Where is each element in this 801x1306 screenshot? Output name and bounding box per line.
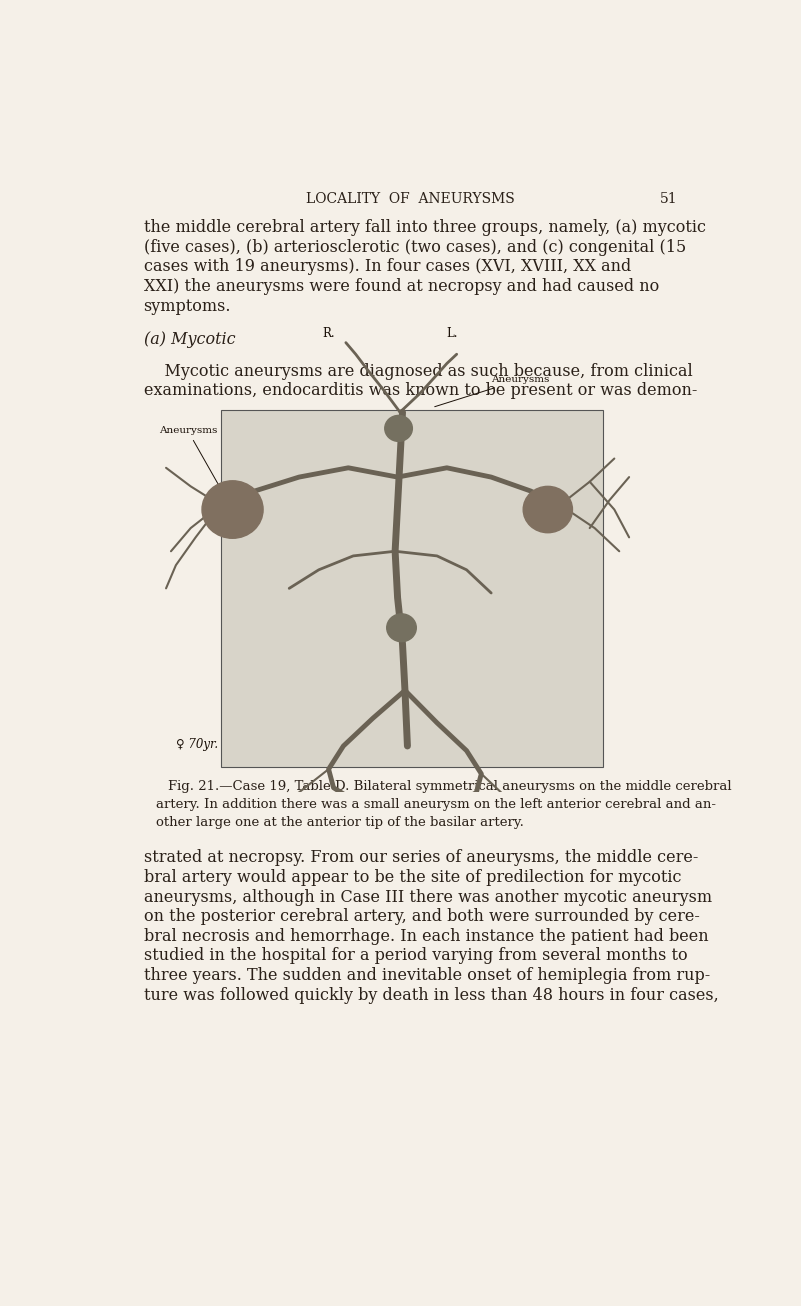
Circle shape	[384, 415, 413, 441]
Text: LOCALITY  OF  ANEURYSMS: LOCALITY OF ANEURYSMS	[306, 192, 515, 206]
Text: the middle cerebral artery fall into three groups, namely, (a) mycotic: the middle cerebral artery fall into thr…	[143, 219, 706, 236]
Text: (five cases), (b) arteriosclerotic (two cases), and (c) congenital (15: (five cases), (b) arteriosclerotic (two …	[143, 239, 686, 256]
Text: Fig. 21.—Case 19, Table D. Bilateral symmetrical aneurysms on the middle cerebra: Fig. 21.—Case 19, Table D. Bilateral sym…	[168, 780, 732, 793]
Text: ♀ 70yr.: ♀ 70yr.	[176, 738, 218, 751]
Text: (a) Mycotic: (a) Mycotic	[143, 332, 235, 349]
Text: R.: R.	[322, 328, 335, 341]
Text: studied in the hospital for a period varying from several months to: studied in the hospital for a period var…	[143, 947, 687, 964]
Circle shape	[387, 614, 417, 641]
Text: Aneurysms: Aneurysms	[159, 426, 231, 507]
Text: three years. The sudden and inevitable onset of hemiplegia from rup-: three years. The sudden and inevitable o…	[143, 966, 710, 983]
Text: ture was followed quickly by death in less than 48 hours in four cases,: ture was followed quickly by death in le…	[143, 986, 718, 1003]
Text: aneurysms, although in Case III there was another mycotic aneurysm: aneurysms, although in Case III there wa…	[143, 888, 712, 905]
Text: artery. In addition there was a small aneurysm on the left anterior cerebral and: artery. In addition there was a small an…	[156, 798, 716, 811]
Text: on the posterior cerebral artery, and both were surrounded by cere-: on the posterior cerebral artery, and bo…	[143, 908, 699, 925]
Text: cases with 19 aneurysms). In four cases (XVI, XVIII, XX and: cases with 19 aneurysms). In four cases …	[143, 259, 631, 276]
Text: bral artery would appear to be the site of predilection for mycotic: bral artery would appear to be the site …	[143, 868, 681, 885]
Text: bral necrosis and hemorrhage. In each instance the patient had been: bral necrosis and hemorrhage. In each in…	[143, 927, 708, 944]
Text: 51: 51	[660, 192, 678, 206]
Circle shape	[202, 481, 263, 538]
Circle shape	[523, 486, 573, 533]
FancyBboxPatch shape	[221, 410, 603, 767]
Text: Aneurysms: Aneurysms	[435, 375, 549, 406]
Text: L.: L.	[446, 328, 457, 341]
Text: other large one at the anterior tip of the basilar artery.: other large one at the anterior tip of t…	[156, 816, 524, 829]
Text: XXI) the aneurysms were found at necropsy and had caused no: XXI) the aneurysms were found at necrops…	[143, 278, 659, 295]
Text: symptoms.: symptoms.	[143, 298, 231, 315]
Text: examinations, endocarditis was known to be present or was demon-: examinations, endocarditis was known to …	[143, 383, 697, 400]
Text: strated at necropsy. From our series of aneurysms, the middle cere-: strated at necropsy. From our series of …	[143, 849, 698, 866]
Text: Mycotic aneurysms are diagnosed as such because, from clinical: Mycotic aneurysms are diagnosed as such …	[143, 363, 692, 380]
